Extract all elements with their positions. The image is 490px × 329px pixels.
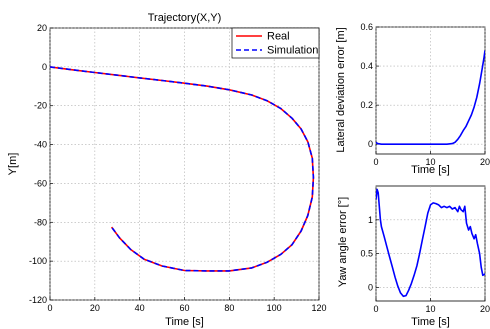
legend-simulation-label: Simulation	[267, 45, 318, 57]
lateral-ylabel: Lateral deviation error [m]	[335, 27, 347, 152]
yaw-xtick-label: 20	[480, 304, 490, 314]
yaw-angle-chart: 0 10 20 0 0.5 1 Time [s] Yaw angle error [°]	[337, 185, 490, 328]
lateral-xtick-label: 20	[480, 157, 490, 167]
yaw-grid	[375, 186, 486, 301]
trajectory-title: Trajectory(X,Y)	[148, 12, 222, 24]
trajectory-xlabel: Time [s]	[165, 316, 204, 328]
yaw-xtick-label: 10	[425, 304, 435, 314]
trajectory-ticks: 0 20 40 60 80 100 120 -120 -100 -80 -60 -40 -20 0 20	[29, 23, 327, 313]
lateral-series	[376, 50, 485, 145]
trajectory-ylabel: Y[m]	[7, 153, 19, 176]
yaw-ytick-label: 0	[368, 282, 373, 292]
trajectory-ytick-label: -80	[34, 217, 47, 227]
yaw-xlabel: Time [s]	[411, 316, 450, 328]
lateral-ytick-label: 0.4	[360, 61, 373, 71]
yaw-series-line-0	[376, 188, 485, 298]
yaw-ytick-label: 0.5	[360, 249, 373, 259]
trajectory-ytick-label: 20	[37, 23, 47, 33]
trajectory-chart: 0 20 40 60 80 100 120 -120 -100 -80 -60 -40 -20 0 20 T…	[7, 12, 327, 328]
trajectory-xtick-label: 20	[90, 303, 100, 313]
trajectory-ytick-label: -20	[34, 101, 47, 111]
yaw-ylabel: Yaw angle error [°]	[337, 197, 349, 287]
lateral-xtick-label: 10	[425, 157, 435, 167]
lateral-xtick-label: 0	[373, 157, 378, 167]
trajectory-xtick-label: 120	[311, 303, 326, 313]
lateral-ytick-label: 0.2	[360, 100, 373, 110]
trajectory-legend: Real Simulation	[231, 27, 320, 59]
trajectory-series-line-simulation	[50, 66, 315, 272]
lateral-xlabel: Time [s]	[411, 164, 450, 176]
yaw-ticks: 0 10 20 0 0.5 1	[360, 215, 490, 314]
lateral-series-line-0	[376, 50, 485, 145]
trajectory-ytick-label: -40	[34, 140, 47, 150]
legend-real-label: Real	[267, 31, 290, 43]
trajectory-ytick-label: -60	[34, 178, 47, 188]
trajectory-xtick-label: 100	[267, 303, 282, 313]
yaw-series	[376, 188, 485, 298]
lateral-deviation-chart: 0 10 20 0 0.2 0.4 0.6 Time [s] Lateral deviati…	[335, 22, 490, 176]
trajectory-xtick-label: 80	[224, 303, 234, 313]
trajectory-ytick-label: 0	[42, 62, 47, 72]
lateral-ticks: 0 10 20 0 0.2 0.4 0.6	[360, 22, 490, 167]
trajectory-series	[50, 66, 315, 272]
trajectory-plot-area	[49, 27, 320, 301]
lateral-ytick-label: 0.6	[360, 22, 373, 32]
trajectory-xtick-label: 40	[135, 303, 145, 313]
yaw-ytick-label: 1	[368, 215, 373, 225]
yaw-xtick-label: 0	[373, 304, 378, 314]
trajectory-ytick-label: -100	[29, 256, 47, 266]
trajectory-ytick-label: -120	[29, 295, 47, 305]
trajectory-xtick-label: 0	[47, 303, 52, 313]
lateral-ytick-label: 0	[368, 139, 373, 149]
trajectory-xtick-label: 60	[179, 303, 189, 313]
